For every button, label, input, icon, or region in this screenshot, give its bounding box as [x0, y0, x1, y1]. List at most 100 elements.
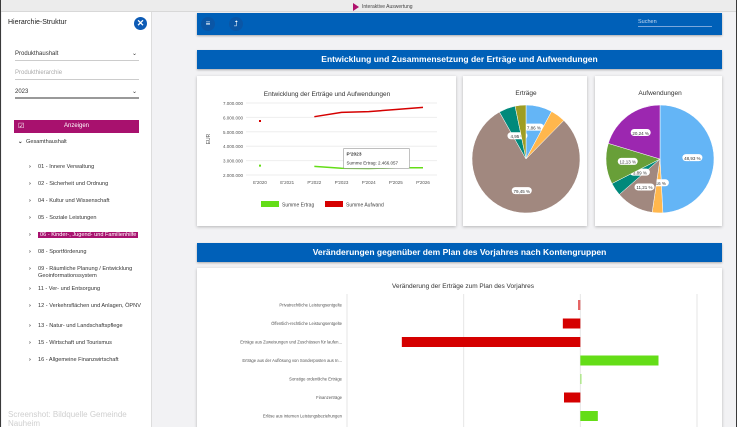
y-tick-label: 3.000.000 — [223, 159, 244, 164]
section-header-changes: Veränderungen gegenüber dem Plan des Vor… — [197, 243, 722, 262]
bar — [401, 337, 581, 347]
bar — [564, 392, 581, 403]
tree-item-label: 12 - Verkehrsflächen und Anlagen, ÖPNV — [38, 303, 141, 309]
chevron-right-icon: › — [29, 232, 31, 238]
tree-item-label: 05 - Soziale Leistungen — [38, 215, 97, 221]
title-bar: Interaktive Auswertung — [1, 0, 736, 12]
tree-item[interactable]: › 01 - Innere Verwaltung — [29, 164, 144, 171]
chevron-down-icon: ⌄ — [131, 89, 137, 95]
tooltip-text: Summe Ertrag: 2.466.057 — [347, 160, 399, 165]
tree-item-label: 01 - Innere Verwaltung — [38, 164, 95, 170]
tree-item-label: 09 - Räumliche Planung / Entwicklung Geo… — [38, 266, 133, 279]
line-chart-card: Entwicklung der Erträge und Aufwendungen… — [197, 76, 456, 226]
tree-item-label: 16 - Allgemeine Finanzwirtschaft — [38, 357, 119, 363]
show-button[interactable]: ☑ Anzeigen — [14, 120, 139, 133]
checkbox-icon: ☑ — [18, 123, 25, 130]
data-label: 12,13 % — [619, 160, 636, 165]
tree-item[interactable]: › 13 - Natur- und Landschaftspflege — [29, 323, 144, 330]
legend-label: Summe Aufwand — [346, 203, 384, 209]
y-tick-label: 2.000.000 — [223, 173, 244, 178]
legend-swatch — [261, 201, 279, 207]
tree-item-label: 13 - Natur- und Landschaftspflege — [38, 323, 123, 329]
category-label: Finanzerträge — [316, 395, 343, 400]
chevron-right-icon: › — [29, 323, 31, 329]
y-tick-label: 4.000.000 — [223, 144, 244, 149]
tree-item[interactable]: › 12 - Verkehrsflächen und Anlagen, ÖPNV — [29, 303, 144, 310]
data-label: 11,21 % — [636, 185, 652, 190]
close-sidebar-button[interactable]: ✕ — [134, 17, 147, 30]
y-tick-label: 5.000.000 — [223, 130, 244, 135]
chevron-right-icon: › — [29, 215, 31, 221]
data-point — [259, 120, 261, 122]
chevron-right-icon: › — [29, 357, 31, 363]
tree-item[interactable]: › 05 - Soziale Leistungen — [29, 215, 144, 222]
tree-item[interactable]: › 06 - Kinder-, Jugend- und Familienhilfe — [29, 232, 144, 239]
tree-root[interactable]: ⌄ Gesamthaushalt — [18, 139, 67, 146]
tooltip — [343, 147, 410, 169]
x-tick-label: E'2021 — [280, 180, 294, 185]
haushalt-value: Produkthaushalt — [15, 51, 59, 57]
chevron-right-icon: › — [29, 303, 31, 309]
tree-item[interactable]: › 02 - Sicherheit und Ordnung — [29, 181, 144, 188]
data-label: 4,95 % — [510, 134, 524, 139]
bar — [562, 318, 581, 329]
data-label-bg — [617, 157, 638, 165]
menu-button[interactable]: ≡ — [201, 17, 215, 31]
tree-item[interactable]: › 16 - Allgemeine Finanzwirtschaft — [29, 357, 144, 364]
app-logo-icon — [353, 3, 359, 11]
chart-title: Veränderung der Erträge zum Plan des Vor… — [392, 283, 535, 290]
legend-swatch — [325, 201, 343, 207]
pie-aufwendungen-card: Aufwendungen 48,93 % 3,16 % 11,21 % 3,89 % 12… — [595, 76, 722, 226]
arrow-up-icon: ⮥ — [233, 19, 239, 28]
window-title: Interaktive Auswertung — [362, 4, 413, 10]
data-label-bg — [630, 128, 651, 136]
up-button[interactable]: ⮥ — [229, 17, 243, 31]
chevron-right-icon: › — [29, 164, 31, 170]
chevron-down-icon: ⌄ — [18, 139, 23, 145]
chart-title: Entwicklung der Erträge und Aufwendungen — [264, 91, 391, 98]
chevron-right-icon: › — [29, 249, 31, 255]
section-header-development: Entwicklung und Zusammensetzung der Ertr… — [197, 50, 722, 69]
data-point — [259, 164, 261, 167]
sidebar-title: Hierarchie-Struktur — [8, 19, 67, 26]
tree-item[interactable]: › 08 - Sportförderung — [29, 249, 144, 256]
bar — [580, 374, 582, 384]
search-input[interactable]: Suchen — [638, 19, 712, 27]
chart-title: Aufwendungen — [638, 90, 682, 97]
pie-ertraege-card: Erträge 7,86 % 79,45 % 4,95 % — [463, 76, 587, 226]
data-label: 7,86 % — [527, 125, 541, 130]
data-label-bg — [511, 187, 532, 195]
series-line — [314, 106, 424, 118]
data-label-bg — [682, 154, 703, 162]
bar-chart-card: Veränderung der Erträge zum Plan des Vor… — [197, 268, 722, 427]
tree-item-label: 04 - Kultur und Wissenschaft — [38, 198, 110, 204]
tree-item-label: 02 - Sicherheit und Ordnung — [38, 181, 109, 187]
hierarchie-input[interactable]: Produkthierarchie — [15, 68, 139, 80]
chevron-right-icon: › — [29, 198, 31, 204]
y-tick-label: 6.000.000 — [223, 115, 244, 120]
tree-item-label: 15 - Wirtschaft und Tourismus — [38, 340, 112, 346]
tree-item[interactable]: › 09 - Räumliche Planung / Entwicklung Ge… — [29, 266, 144, 280]
tree-item[interactable]: › 11 - Ver- und Entsorgung — [29, 286, 144, 293]
x-tick-label: P'2026 — [416, 180, 430, 185]
data-label-bg — [634, 183, 655, 191]
chevron-right-icon: › — [29, 340, 31, 346]
x-tick-label: P'2025 — [389, 180, 403, 185]
pie-slice — [471, 111, 581, 214]
data-label: 3,16 % — [652, 181, 666, 186]
x-tick-label: E'2020 — [253, 180, 267, 185]
data-label: 3,89 % — [633, 170, 647, 175]
category-label: Erlöse aus internen Leistungsbeziehungen — [263, 414, 343, 419]
year-value: 2023 — [15, 89, 29, 95]
tooltip-title: P'2023 — [347, 151, 362, 157]
tree-item[interactable]: › 04 - Kultur und Wissenschaft — [29, 198, 144, 205]
bar — [580, 355, 659, 366]
legend-label: Summe Ertrag — [282, 203, 314, 209]
tree-item-label: 08 - Sportförderung — [38, 249, 87, 255]
chart-title: Erträge — [515, 90, 537, 97]
tree-item[interactable]: › 15 - Wirtschaft und Tourismus — [29, 340, 144, 347]
year-select[interactable]: 2023 ⌄ — [15, 87, 139, 99]
hamburger-icon: ≡ — [205, 19, 211, 28]
haushalt-select[interactable]: Produkthaushalt ⌄ — [15, 49, 139, 61]
x-tick-label: P'2022 — [307, 180, 321, 185]
